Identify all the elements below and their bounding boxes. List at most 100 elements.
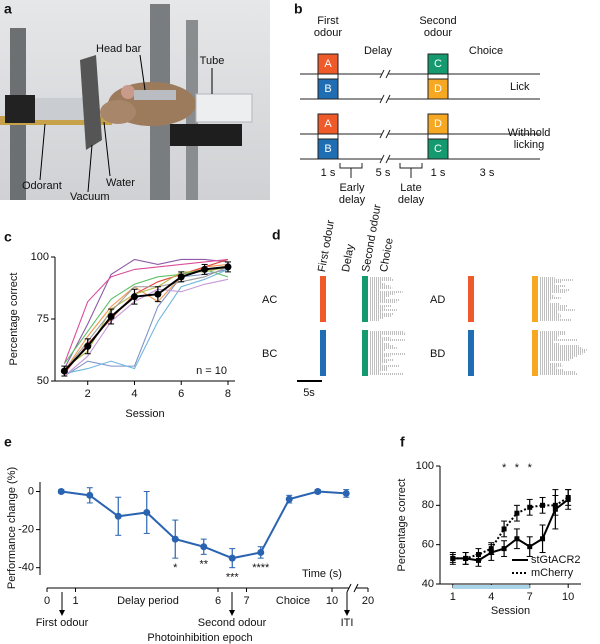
significance: * <box>528 462 533 474</box>
break-mark <box>379 129 385 139</box>
x-tick-label: 0 <box>44 595 50 607</box>
odour-box <box>317 78 339 100</box>
condition-label: BC <box>262 348 277 360</box>
data-point <box>86 491 94 499</box>
data-point <box>501 526 507 532</box>
axis-break-gap <box>349 584 356 592</box>
data-point <box>57 488 65 496</box>
y-tick-label: 40 <box>422 578 434 590</box>
odour-bar <box>532 330 538 376</box>
legend-label: mCherry <box>531 567 574 579</box>
data-point <box>114 512 122 520</box>
panel-label: c <box>4 229 12 245</box>
x-tick-label: 7 <box>527 591 533 603</box>
scale-bar-label: 5s <box>303 387 315 399</box>
epoch-bracket <box>399 163 423 169</box>
data-point <box>314 488 322 496</box>
data-point <box>257 548 265 556</box>
y-tick-label: -20 <box>18 524 34 536</box>
data-point <box>154 290 162 298</box>
data-point <box>475 552 481 557</box>
odour-bar <box>532 276 538 322</box>
x-tick-label: 6 <box>215 595 221 607</box>
x-tick-label: 20 <box>362 595 374 607</box>
data-point <box>514 510 520 516</box>
event-arrowhead <box>59 610 65 616</box>
data-point <box>450 555 456 561</box>
y-tick-label: 0 <box>28 485 34 497</box>
event-label: Second odour <box>198 617 267 629</box>
x-axis-label: Session <box>491 605 530 617</box>
panel-label: d <box>272 227 281 243</box>
series-line <box>63 258 229 374</box>
outcome-label: Withhold licking <box>507 127 551 151</box>
rig-label: Vacuum <box>70 191 110 203</box>
data-point <box>143 508 151 516</box>
odour-box <box>317 53 339 75</box>
break-gap <box>382 156 388 162</box>
break-mark <box>385 69 391 79</box>
x-tick-label: 2 <box>85 388 91 400</box>
series-line <box>63 258 229 369</box>
epoch-label: Late delay <box>397 182 425 206</box>
outcome-label: Lick <box>510 81 530 93</box>
y-tick-label: 80 <box>422 499 434 511</box>
data-point <box>565 494 571 500</box>
x-tick-label: 10 <box>562 591 574 603</box>
data-point <box>130 293 138 301</box>
x-tick-label: 1 <box>72 595 78 607</box>
epoch-bracket <box>339 163 363 169</box>
significance: **** <box>252 562 270 574</box>
data-point <box>60 367 68 375</box>
odour-bar <box>362 330 368 376</box>
condition-label: BD <box>430 348 445 360</box>
data-point <box>514 536 520 542</box>
x-tick-label: 7 <box>243 595 249 607</box>
break-mark <box>385 154 391 164</box>
odour-letter: C <box>434 58 442 70</box>
y-tick-label: 60 <box>422 539 434 551</box>
x-tick-label: 8 <box>225 388 231 400</box>
y-tick-label: 75 <box>37 313 49 325</box>
shaded-span <box>452 585 530 589</box>
series-line <box>452 498 569 562</box>
odour-box <box>317 113 339 135</box>
series-line <box>63 258 229 364</box>
event-label: First odour <box>36 617 89 629</box>
odour-box <box>427 78 449 100</box>
series-line <box>63 266 229 372</box>
series-line <box>64 268 229 375</box>
raster-heading: Delay <box>340 243 357 273</box>
x-axis-label: Photoinhibition epoch <box>147 632 252 644</box>
data-point <box>501 546 507 552</box>
raster-heading: Choice <box>378 237 396 273</box>
epoch-heading: First odour <box>313 15 343 39</box>
data-point <box>200 543 208 551</box>
event-arrowhead <box>344 610 350 616</box>
significance: ** <box>199 558 208 570</box>
odour-bar <box>320 276 326 322</box>
x-tick-label: 6 <box>178 388 184 400</box>
epoch-label: Choice <box>276 595 310 607</box>
axis-title: Time (s) <box>302 568 342 580</box>
significance: * <box>502 462 507 474</box>
odour-letter: B <box>324 83 331 95</box>
x-tick-label: 4 <box>131 388 137 400</box>
significance: * <box>515 462 520 474</box>
epoch-heading: Choice <box>469 45 503 57</box>
data-point <box>228 554 236 562</box>
data-point <box>84 342 92 350</box>
break-mark <box>385 129 391 139</box>
panel-label: e <box>4 434 12 450</box>
panel-label: f <box>400 434 405 450</box>
epoch-label: Delay period <box>117 595 179 607</box>
odour-box <box>427 53 449 75</box>
odour-box <box>317 138 339 160</box>
break-mark <box>379 94 385 104</box>
axis-break <box>346 583 352 593</box>
break-gap <box>382 131 388 137</box>
data-point <box>488 546 494 552</box>
data-point <box>285 495 293 503</box>
significance: * <box>173 562 178 574</box>
legend-label: stGtACR2 <box>531 554 581 566</box>
